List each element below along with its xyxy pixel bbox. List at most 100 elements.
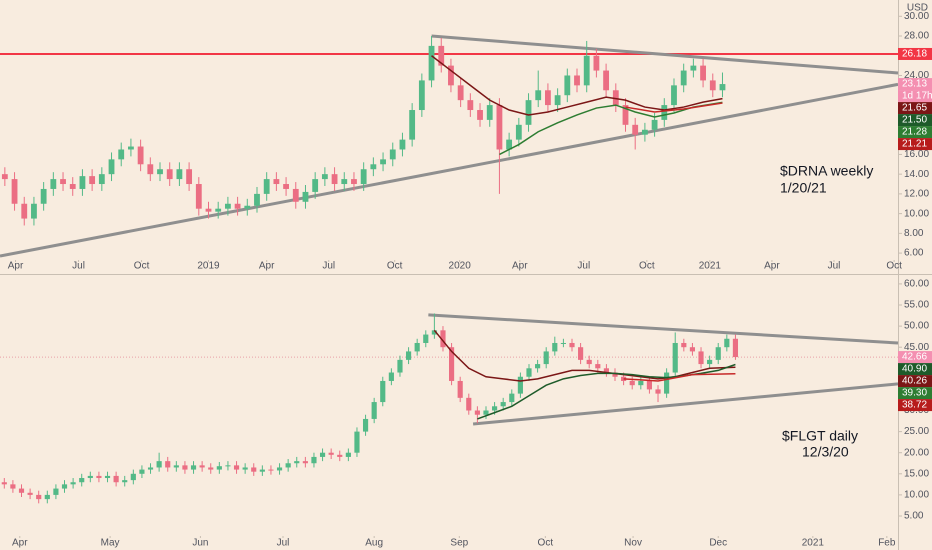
candle-body [389,149,396,160]
candle-body [700,65,706,81]
candle-body [492,406,498,411]
y-tick-label: 14.00 [904,169,929,180]
countdown: 1d 17h [902,91,932,102]
moving-average [623,372,736,382]
candle-body [681,342,687,348]
candle-body [560,342,566,344]
price-label: 21.50 [902,115,927,126]
candle-body [449,347,455,381]
x-tick-label: Oct [886,261,902,272]
candle-body [457,85,464,101]
candle-body [1,482,7,485]
x-tick-label: Dec [709,538,727,549]
price-label: 23.13 [902,79,927,90]
candle-body [698,351,704,365]
y-tick-label: 45.00 [904,342,929,353]
candle-body [583,55,590,86]
x-tick-label: 2020 [449,261,472,272]
x-tick-label: Oct [387,261,403,272]
candle-body [671,85,677,106]
candle-body [661,105,668,120]
x-tick-label: Sep [450,538,468,549]
candle-body [337,454,343,457]
candle-body [285,463,291,468]
candle-body [137,146,144,165]
x-tick-label: Jul [577,261,590,272]
candle-body [370,164,377,170]
countdown-bg [898,90,932,103]
candle-body [208,467,214,470]
candle-body [603,368,609,373]
candle-body [632,124,639,135]
candle-body [195,184,202,209]
price-label-bg [898,114,932,127]
candle-body [543,351,549,365]
candle-body [79,478,85,483]
candle-body [263,179,270,194]
x-tick-label: Oct [134,261,150,272]
y-tick-label: 20.00 [904,447,929,458]
chart-title: $DRNA weekly [780,163,873,179]
candle-body [276,467,283,471]
candle-body [646,380,652,390]
candle-body [128,146,134,150]
candle-body [638,380,644,386]
chart-subtitle: 12/3/20 [802,444,849,460]
candle-body [225,465,231,467]
candle-body [414,342,420,352]
candle-body [371,402,377,419]
candle-body [399,139,406,150]
candle-body [535,90,542,101]
candle-body [118,149,125,160]
y-tick-label: 5.00 [904,511,924,522]
candle-body [50,179,57,189]
trend-line [472,382,899,426]
price-label: 40.90 [902,364,927,375]
candle-body [60,179,66,185]
candle-body [467,100,474,111]
x-tick-label: Oct [538,538,554,549]
candle-body [593,55,600,71]
candle-body [629,380,635,386]
candle-body [641,129,648,135]
candle-body [428,45,435,81]
price-label-bg [898,102,932,115]
x-tick-label: Apr [12,538,28,549]
price-label-bg [898,138,932,151]
candle-body [319,452,326,457]
candle-body [431,330,437,335]
moving-average [431,55,723,116]
x-tick-label: Jul [322,261,335,272]
price-label: 21.21 [902,139,927,150]
candle-body [205,208,212,212]
candle-body [423,334,429,343]
candle-body [466,397,472,411]
x-tick-label: 2021 [802,538,825,549]
candle-body [380,380,386,403]
candle-body [40,188,47,204]
x-tick-label: 2019 [197,261,220,272]
price-label-bg [898,78,932,91]
candle-body [27,492,33,495]
candle-body [273,179,280,185]
candle-body [199,465,205,468]
candle-body [302,461,308,464]
candle-body [254,193,260,206]
candle-body [655,389,661,394]
candle-body [113,475,119,483]
candle-body [486,105,493,120]
candle-body [360,169,367,185]
price-label-bg [898,399,932,412]
price-label-bg [898,351,932,364]
candle-body [345,452,351,457]
y-tick-label: 15.00 [904,468,929,479]
price-label: 21.28 [902,127,927,138]
candle-body [70,482,76,485]
candle-body [31,203,37,219]
candle-body [233,465,240,470]
y-tick-label: 28.00 [904,31,929,42]
candle-body [176,169,183,180]
candle-body [96,475,102,479]
x-tick-label: Apr [8,261,24,272]
